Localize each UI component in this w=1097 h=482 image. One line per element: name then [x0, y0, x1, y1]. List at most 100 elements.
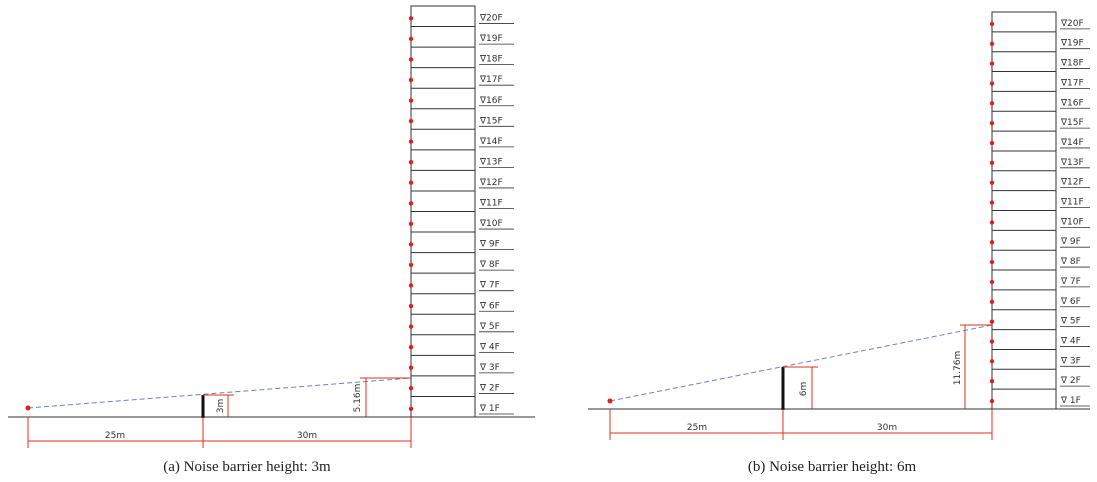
floor-labels-b: ∇20F ∇19F ∇18F ∇17F ∇16F ∇15F ∇14F ∇13F ∇12F ∇11F…: [1060, 19, 1090, 407]
floor-label: ∇ 2F: [1060, 376, 1081, 386]
receiver-point: [989, 398, 995, 404]
source-point-a: [25, 405, 31, 411]
floor-label: ∇ 6F: [479, 301, 500, 311]
floor-label: ∇12F: [479, 178, 503, 188]
floor-label: ∇ 7F: [479, 281, 500, 291]
floor-label: ∇14F: [479, 137, 503, 147]
floor-label: ∇15F: [479, 116, 503, 126]
distance-left-label-a: 25m: [105, 431, 125, 441]
receiver-point: [408, 283, 414, 288]
floor-label: ∇20F: [1060, 19, 1084, 29]
floor-label: ∇13F: [479, 157, 503, 167]
floor-label: ∇15F: [1060, 118, 1084, 128]
source-point-b: [607, 398, 613, 404]
floor-label: ∇ 7F: [1060, 277, 1081, 287]
floor-label: ∇16F: [479, 96, 503, 106]
receiver-point: [408, 57, 414, 62]
receiver-point: [408, 118, 414, 124]
barrier-height-label-a: 3m: [216, 399, 226, 414]
floor-label: ∇16F: [1060, 98, 1084, 108]
floor-label: ∇13F: [1060, 158, 1084, 168]
receiver-point: [408, 242, 414, 247]
receiver-point: [408, 221, 414, 227]
floor-label: ∇11F: [1060, 198, 1084, 208]
receiver-point: [408, 324, 414, 329]
floor-label: ∇14F: [1060, 138, 1084, 148]
floor-label: ∇17F: [479, 75, 503, 85]
receiver-point: [989, 61, 995, 66]
floor-label: ∇ 8F: [1060, 257, 1081, 267]
floor-label: ∇ 5F: [1060, 317, 1081, 327]
receiver-point: [408, 303, 414, 309]
receiver-point: [408, 180, 414, 185]
floor-label: ∇ 9F: [479, 240, 500, 250]
receiver-point: [989, 200, 995, 205]
floor-label: ∇ 9F: [1060, 237, 1081, 247]
floor-label: ∇18F: [1060, 59, 1084, 69]
floor-label: ∇17F: [1060, 78, 1084, 88]
floor-label: ∇20F: [479, 14, 503, 24]
floor-label: ∇10F: [479, 219, 503, 229]
receiver-point: [989, 41, 995, 46]
floor-label: ∇11F: [479, 199, 503, 209]
floor-label: ∇19F: [1060, 39, 1084, 49]
receiver-point: [408, 262, 414, 268]
receiver-point: [989, 160, 995, 166]
distance-right-label-a: 30m: [297, 431, 317, 441]
receiver-points-a: [408, 16, 414, 411]
floor-grid-a: [411, 26, 475, 397]
floor-label: ∇19F: [479, 34, 503, 44]
floor-labels-a: ∇20F ∇19F ∇18F ∇17F ∇16F ∇15F ∇14F ∇13F ∇12F ∇11F…: [479, 14, 514, 415]
receiver-point: [989, 140, 995, 146]
distance-left-label-b: 25m: [687, 423, 707, 433]
sight-line-b: [609, 324, 993, 402]
floor-label: ∇ 1F: [479, 404, 500, 414]
distance-right-label-b: 30m: [877, 423, 897, 433]
floor-label: ∇ 3F: [479, 363, 500, 373]
floor-label: ∇18F: [479, 55, 503, 65]
floor-label: ∇ 4F: [1060, 336, 1081, 346]
floor-label: ∇ 6F: [1060, 297, 1081, 307]
floor-label: ∇ 4F: [479, 342, 500, 352]
floor-label: ∇ 3F: [1060, 356, 1081, 366]
receiver-points-b: [989, 21, 995, 404]
receiver-point: [408, 406, 414, 411]
receiver-point: [408, 201, 414, 206]
floor-label: ∇ 1F: [1060, 396, 1081, 406]
panel-b: ∇20F ∇19F ∇18F ∇17F ∇16F ∇15F ∇14F ∇13F ∇12F ∇11F…: [588, 11, 1090, 475]
receiver-point: [989, 259, 995, 265]
receiver-point: [989, 101, 995, 106]
receiver-point: [408, 159, 414, 165]
receiver-point: [408, 344, 414, 350]
receiver-point: [989, 81, 995, 86]
receiver-point: [408, 365, 414, 370]
receiver-point: [989, 339, 995, 344]
receiver-point: [989, 220, 995, 225]
panel-a: ∇20F ∇19F ∇18F ∇17F ∇16F ∇15F ∇14F ∇13F ∇12F ∇11F…: [8, 5, 535, 475]
receiver-point: [408, 77, 414, 83]
sight-line-a: [27, 377, 412, 409]
receiver-point: [989, 180, 995, 185]
floor-label: ∇ 2F: [479, 383, 500, 393]
floor-label: ∇10F: [1060, 217, 1084, 227]
receiver-point: [989, 240, 995, 245]
receiver-point: [408, 16, 414, 21]
floor-grid-b: [992, 31, 1056, 390]
floor-label: ∇ 5F: [479, 322, 500, 332]
receiver-point: [408, 36, 414, 42]
receiver-height-label-a: 5.16m: [353, 384, 363, 413]
receiver-point: [989, 359, 995, 364]
floor-label: ∇ 8F: [479, 260, 500, 270]
receiver-point: [408, 386, 414, 391]
receiver-height-label-b: 11.76m: [953, 351, 963, 386]
receiver-point: [989, 21, 995, 27]
receiver-point: [989, 299, 995, 305]
receiver-point: [408, 139, 414, 144]
caption-b: (b) Noise barrier height: 6m: [748, 459, 917, 475]
receiver-point: [989, 279, 995, 285]
receiver-point: [408, 98, 414, 103]
floor-label: ∇12F: [1060, 178, 1084, 188]
caption-a: (a) Noise barrier height: 3m: [163, 459, 331, 475]
receiver-point: [989, 319, 995, 324]
